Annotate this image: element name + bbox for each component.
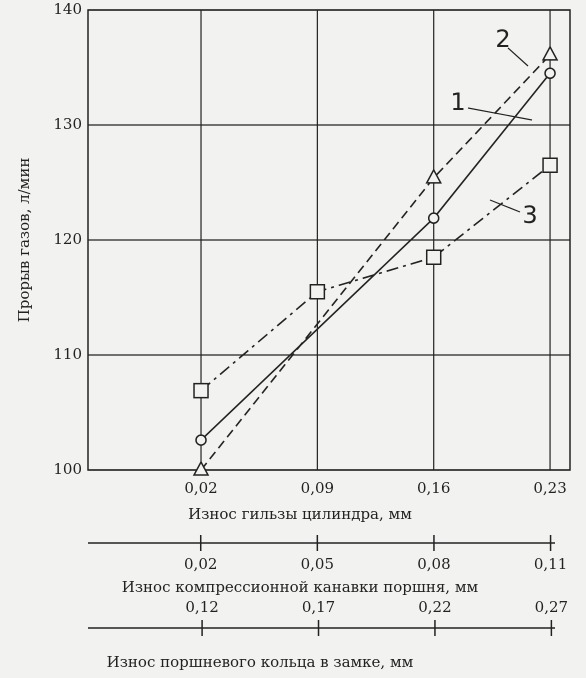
x-tick-label: 0,12 bbox=[185, 598, 218, 616]
x-tick-label: 0,08 bbox=[417, 555, 450, 573]
leader-line bbox=[489, 199, 521, 213]
point bbox=[425, 249, 442, 265]
x2-axis-title: Износ компрессионной канавки поршня, мм bbox=[122, 578, 479, 596]
x-tick-label: 0,02 bbox=[184, 555, 217, 573]
x-tick-label: 0,27 bbox=[535, 598, 568, 616]
point bbox=[541, 45, 559, 61]
point bbox=[309, 284, 326, 300]
series-line bbox=[200, 54, 551, 471]
series-label: 3 bbox=[522, 201, 537, 229]
x-tick-label: 0,11 bbox=[534, 555, 567, 573]
x-tick-label: 0,17 bbox=[302, 598, 335, 616]
point bbox=[427, 212, 440, 224]
series-label: 1 bbox=[450, 88, 465, 116]
x3-axis-title: Износ поршневого кольца в замке, мм bbox=[107, 653, 414, 671]
series-line bbox=[200, 72, 551, 441]
y-axis-title: Прорыв газов, л/мин bbox=[15, 158, 33, 323]
x-tick-label: 0,22 bbox=[418, 598, 451, 616]
x-tick-label: 0,02 bbox=[184, 479, 217, 497]
series-label: 2 bbox=[495, 25, 510, 53]
y-tick-label: 100 bbox=[53, 460, 82, 478]
x-axis-title: Износ гильзы цилиндра, мм bbox=[188, 505, 412, 523]
point bbox=[542, 157, 558, 173]
point bbox=[195, 434, 207, 446]
x-tick-label: 0,09 bbox=[301, 479, 334, 497]
x-tick-label: 0,16 bbox=[417, 479, 450, 497]
series-line bbox=[200, 164, 551, 392]
y-tick-label: 120 bbox=[53, 230, 82, 248]
leader-line bbox=[507, 47, 529, 67]
point bbox=[192, 460, 210, 476]
leader-line bbox=[467, 107, 533, 121]
y-tick-label: 140 bbox=[53, 0, 82, 18]
y-tick-label: 110 bbox=[53, 345, 82, 363]
y-tick-label: 130 bbox=[53, 115, 82, 133]
point bbox=[193, 382, 209, 399]
point bbox=[544, 67, 556, 79]
x-tick-label: 0,05 bbox=[301, 555, 334, 573]
x-tick-label: 0,23 bbox=[533, 479, 566, 497]
point bbox=[425, 168, 442, 184]
